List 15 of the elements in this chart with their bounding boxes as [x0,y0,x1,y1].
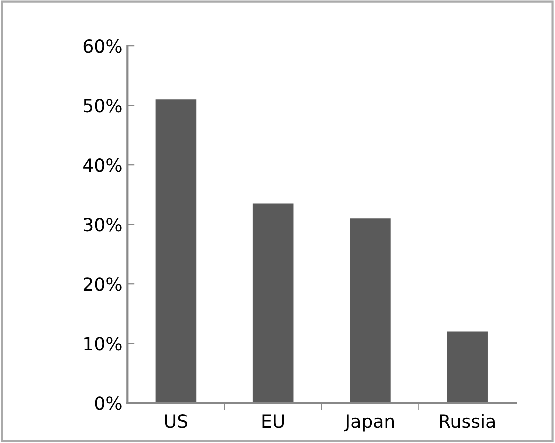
y-tick-label: 10% [84,337,122,351]
bar [447,332,488,404]
bar [252,204,294,404]
y-tick-label: 40% [84,158,122,172]
y-tick-label: 50% [84,99,122,113]
bar [350,218,391,404]
x-tick-label: Japan [344,414,394,432]
y-tick-label: 60% [84,40,122,54]
bar [156,100,197,404]
y-tick-label: 20% [84,278,122,292]
y-tick-label: 0% [95,396,122,410]
x-tick-label: EU [262,414,284,428]
x-tick-label: US [165,414,188,428]
x-tick-label: Russia [440,414,495,428]
y-tick-label: 30% [84,218,122,232]
